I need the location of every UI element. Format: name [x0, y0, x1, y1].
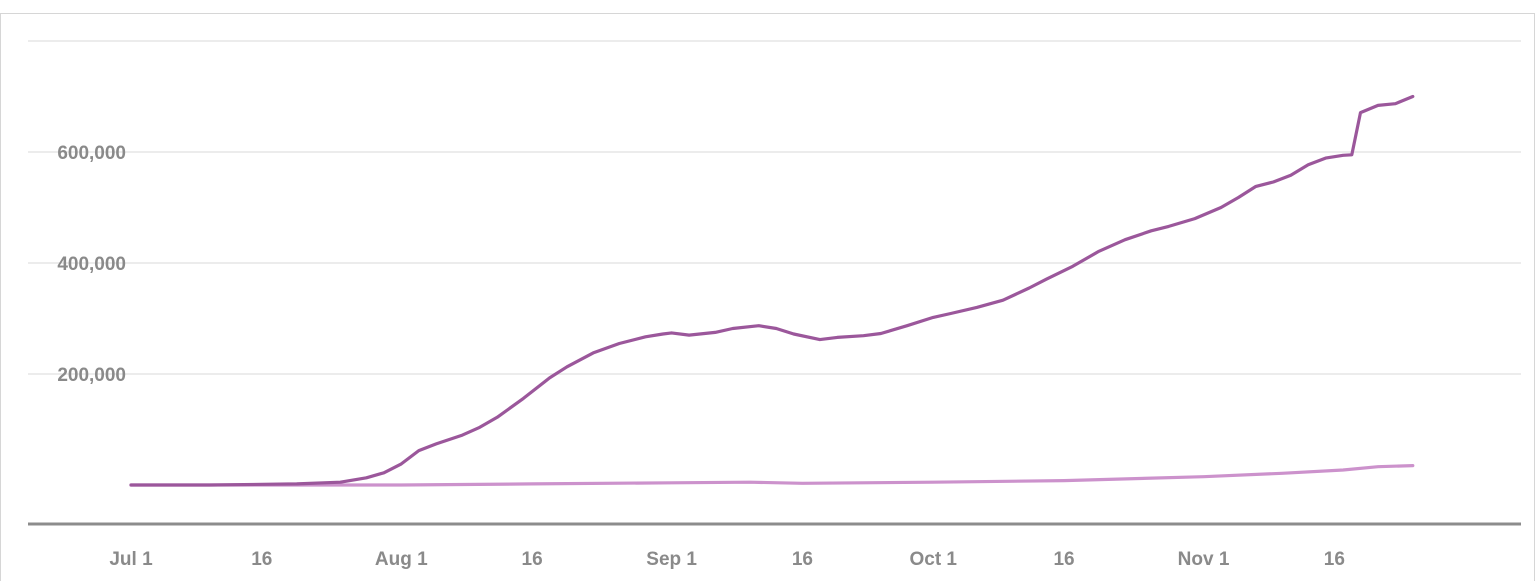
x-tick-label: 16: [1053, 549, 1074, 570]
grid-lines: [28, 40, 1521, 375]
x-tick-label: Sep 1: [646, 549, 697, 570]
x-tick-label: Nov 1: [1178, 549, 1230, 570]
x-tick-label: 16: [522, 549, 543, 570]
series-line-upper: [129, 94, 1415, 487]
y-tick-label: 400,000: [57, 254, 126, 275]
y-tick-label: 600,000: [57, 143, 126, 164]
chart-frame: [0, 13, 1535, 581]
x-tick-label: Oct 1: [909, 549, 957, 570]
series-lines: [129, 94, 1415, 487]
y-axis-ticks: 200,000 400,000 600,000: [57, 143, 126, 386]
series-line-lower: [129, 464, 1415, 487]
x-tick-label: Aug 1: [375, 549, 428, 570]
x-tick-label: 16: [1324, 549, 1345, 570]
x-tick-label: 16: [792, 549, 813, 570]
x-axis-ticks: Jul 1 16 Aug 1 16 Sep 1 16 Oct 1 16 Nov …: [109, 549, 1345, 570]
x-tick-label: Jul 1: [109, 549, 153, 570]
y-tick-label: 200,000: [57, 365, 126, 386]
x-tick-label: 16: [251, 549, 272, 570]
